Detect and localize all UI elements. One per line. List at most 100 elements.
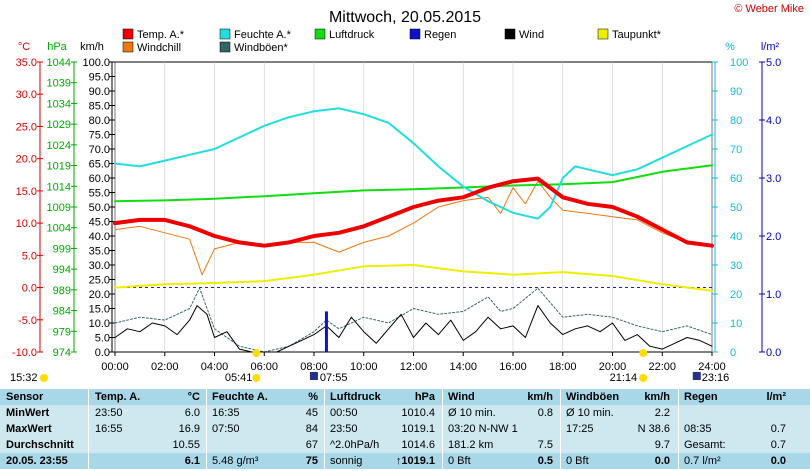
humidity-axis-tick-label: 70 [730,144,742,156]
wind-axis-tick-label: 10.0 [89,318,110,330]
row-label: MaxWert [6,423,52,435]
rain-axis-tick-label: 4.0 [766,115,781,127]
th-gusts: Windböen [566,391,620,403]
temp-axis-tick-label: 5.0 [22,250,37,262]
time-tick-label: 22:00 [648,361,676,373]
table-cell [684,405,744,421]
table-cell: ^2.0hPa/h [330,439,380,451]
temp-axis-tick-label: 30.0 [16,89,37,101]
table-cell: 1010.4 [401,407,435,419]
temp-axis-tick-label: 25.0 [16,121,37,133]
temp-axis-tick-label: -10.0 [12,347,37,359]
table-cell: 10.55 [172,439,200,451]
copyright: © Weber Mike [734,3,804,15]
legend-label: Taupunkt* [612,29,662,41]
wind-axis-tick-label: 100.0 [82,57,110,69]
wind-axis-tick-label: 35.0 [89,246,110,258]
sunset-icon [639,374,648,382]
th-gusts-unit: km/h [644,391,670,403]
table-row: 20.05. 23:55 6.1 5.48 g/m³ 75 sonnig ↑1019.1 0… [0,453,810,469]
sunset-time: 21:14 [610,372,638,384]
table-cell: 181.2 km [448,439,494,451]
series-lines [113,107,714,353]
legend-swatch [219,28,231,40]
weather-chart: Mittwoch, 20.05.2015 Temp. A.* Feuchte A.… [10,9,781,384]
time-tick-label: 00:00 [101,361,129,373]
temp-unit-label: °C [18,41,30,53]
time-tick-label: 20:00 [599,361,627,373]
table-cell: 45 [305,407,318,419]
temp-axis-tick-label: 20.0 [16,154,37,166]
th-humidity-unit: % [308,391,318,403]
table-cell: 67 [305,439,318,451]
humidity-axis-tick-label: 90 [730,86,742,98]
table-cell: sonnig [330,455,363,467]
pressure-axis-tick-label: 1024 [47,140,71,152]
legend-label: Temp. A.* [137,29,185,41]
humidity-axis-tick-label: 50 [730,202,742,214]
humidity-axis-tick-label: 30 [730,260,742,272]
table-cell: 0 Bft [566,455,589,467]
table-cell: 6.1 [184,455,200,467]
wind-axis: 100.0 95.0 90.0 85.0 80.0 75.0 70.0 65.0 60.0 55.… [82,57,115,359]
wind-axis-tick-label: 45.0 [89,217,110,229]
humidity-axis-tick-label: 60 [730,173,742,185]
time-axis: 00:00 02:00 04:00 06:00 08:00 10:00 12:00 14:00… [101,352,726,373]
table-header-row: Sensor Temp. A. °C Feuchte A. % Luftdruc… [0,389,810,405]
wind-axis-tick-label: 85.0 [89,101,110,113]
wind-axis-tick-label: 80.0 [89,115,110,127]
table-cell: Ø 10 min. [448,407,496,419]
table-cell: 03:20 N-NW 17.0 [448,423,518,435]
humidity-axis-tick-label: 100 [730,57,748,69]
moonrise-icon [692,372,701,380]
th-rain-unit: l/m² [766,391,786,403]
temp-axis: 35.0 30.0 25.0 20.0 15.0 10.0 5.0 0.0 -5.0 -10.0 [12,57,43,359]
sun-moon-markers: 05:41 21:14 15:32 07:55 23:16 [10,349,729,384]
pressure-axis-tick-label: 984 [53,306,71,318]
legend-swatch [314,28,326,40]
humidity-axis-tick-label: 80 [730,115,742,127]
pressure-axis: 1044 1039 1034 1029 1024 1019 1014 1009 1004 999 9… [47,57,77,359]
wind-axis-tick-label: 30.0 [89,260,110,272]
series-taupunkt [114,264,713,292]
table-cell: 0.7 l/m² [684,455,721,467]
time-tick-label: 06:00 [250,361,278,373]
humidity-axis-tick-label: 40 [730,231,742,243]
table-cell: 07:50 [212,423,240,435]
pressure-axis-tick-label: 999 [53,243,71,255]
legend-label: Windböen* [234,42,289,54]
time-tick-label: 12:00 [400,361,428,373]
table-cell: 16.9 [178,423,200,435]
moonset-icon [309,372,318,380]
humidity-unit-label: % [725,41,735,53]
legend-label: Wind [519,29,544,41]
rain-unit-label: l/m² [761,41,780,53]
pressure-axis-tick-label: 994 [53,264,71,276]
left-time: 15:32 [10,372,38,384]
th-rain: Regen [684,391,718,403]
table-cell: 0.7 [770,439,786,451]
table-cell: 2.2 [654,407,670,419]
table-cell: 17:25 [566,423,594,435]
rain-axis: 5.0 4.0 3.0 2.0 1.0 0.0 [759,57,781,359]
pressure-unit-label: hPa [47,41,67,53]
sunrise-time: 05:41 [225,372,253,384]
pressure-axis-tick-label: 1014 [47,181,71,193]
wind-axis-tick-label: 25.0 [89,275,110,287]
wind-axis-tick-label: 15.0 [89,304,110,316]
row-label: 20.05. 23:55 [6,455,68,467]
time-tick-label: 04:00 [201,361,229,373]
table-cell: 00:50 [330,407,358,419]
table-cell [212,437,282,453]
row-label: Durchschnitt [6,439,74,451]
legend-swatch [597,28,609,40]
table-cell: 08:35 [684,423,712,435]
table-row: Durchschnitt 10.55 67 ^2.0hPa/h 1014.6 181.2 … [0,437,810,453]
left-sun-icon [40,374,48,382]
series-luftdruck [114,164,713,203]
axis-unit-labels: °C hPa km/h% l/m² [18,41,780,53]
rain-axis-tick-label: 5.0 [766,57,781,69]
wind-axis-tick-label: 75.0 [89,130,110,142]
time-tick-label: 02:00 [151,361,179,373]
humidity-axis-tick-label: 0 [730,347,736,359]
